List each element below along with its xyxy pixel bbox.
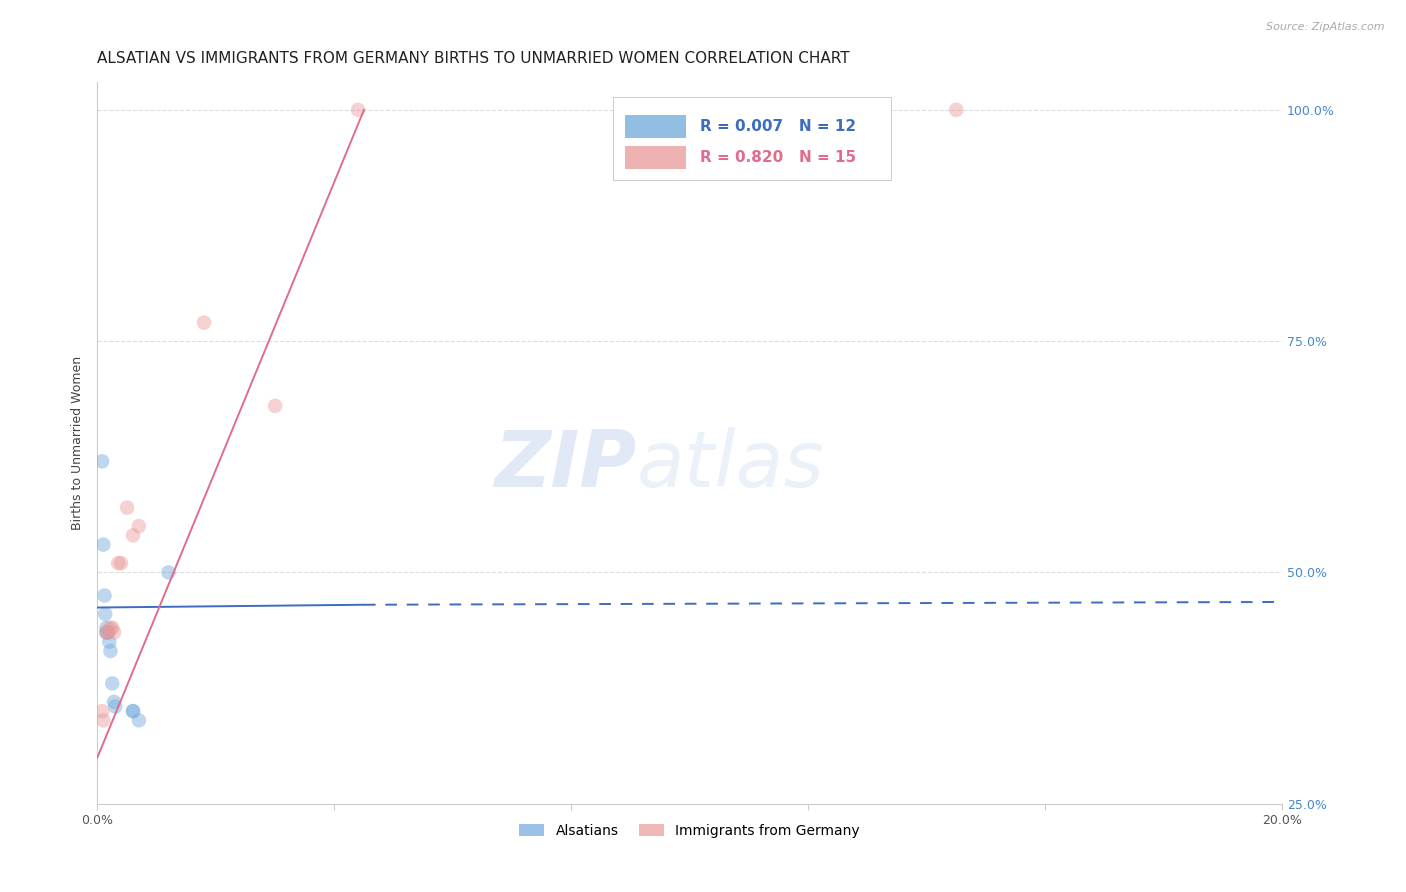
Legend: Alsatians, Immigrants from Germany: Alsatians, Immigrants from Germany (513, 819, 866, 844)
FancyBboxPatch shape (624, 114, 686, 137)
Point (264, 399, 287, 413)
Y-axis label: Births to Unmarried Women: Births to Unmarried Women (72, 356, 84, 530)
Point (157, 566, 180, 580)
FancyBboxPatch shape (624, 145, 686, 169)
Point (103, 625, 125, 640)
Text: R = 0.007   N = 12: R = 0.007 N = 12 (700, 119, 856, 134)
Point (128, 519, 150, 533)
Text: R = 0.820   N = 15: R = 0.820 N = 15 (700, 150, 856, 165)
Point (97, 625, 120, 640)
Point (107, 556, 129, 570)
Point (98, 634, 121, 648)
Point (100, 644, 122, 658)
Text: Source: ZipAtlas.com: Source: ZipAtlas.com (1267, 22, 1385, 32)
Point (115, 500, 138, 515)
Text: atlas: atlas (637, 426, 824, 502)
Point (101, 676, 124, 690)
Point (945, 103, 967, 117)
Point (110, 556, 132, 570)
Point (122, 704, 145, 718)
Point (104, 699, 127, 714)
Text: ALSATIAN VS IMMIGRANTS FROM GERMANY BIRTHS TO UNMARRIED WOMEN CORRELATION CHART: ALSATIAN VS IMMIGRANTS FROM GERMANY BIRT… (97, 51, 851, 66)
Point (122, 704, 145, 718)
Point (128, 714, 150, 728)
Point (96, 625, 118, 640)
Point (193, 316, 215, 330)
Point (100, 621, 122, 635)
Point (96, 621, 118, 635)
Point (353, 871, 375, 885)
Point (501, 843, 523, 857)
Point (91, 454, 114, 468)
Point (91, 704, 114, 718)
Point (103, 695, 125, 709)
Text: ZIP: ZIP (494, 426, 637, 502)
FancyBboxPatch shape (613, 96, 891, 179)
Point (94, 607, 117, 621)
Point (96, 625, 118, 640)
Point (93, 589, 115, 603)
Point (97, 625, 120, 640)
Point (101, 621, 124, 635)
Point (679, 103, 702, 117)
Point (93, 714, 115, 728)
Point (93, 538, 115, 552)
Point (347, 103, 370, 117)
Point (122, 528, 145, 542)
